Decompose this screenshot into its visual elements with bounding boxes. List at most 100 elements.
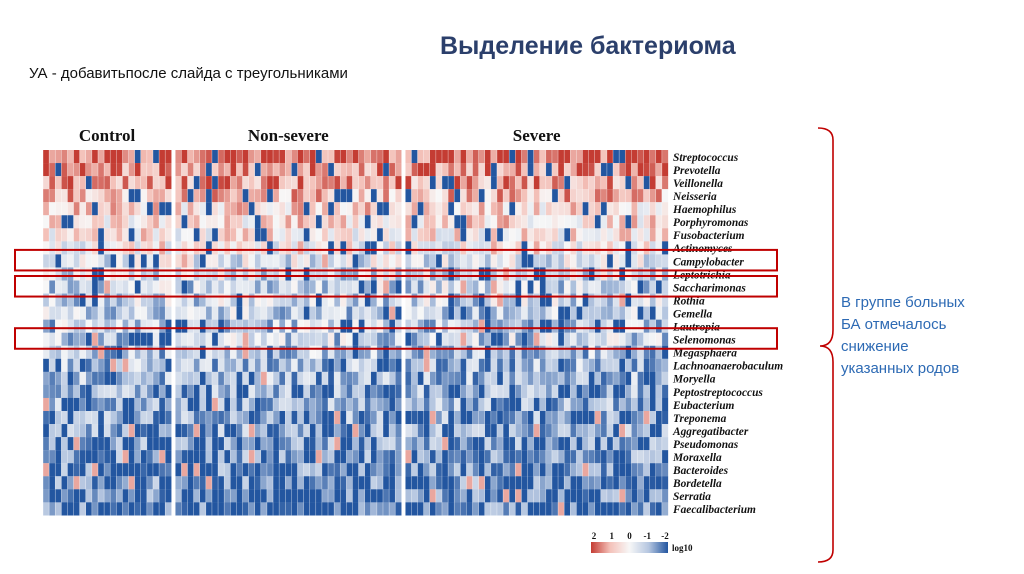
row-label: Campylobacter [673,256,744,268]
heatmap-cell [49,215,56,229]
heatmap-cell [128,267,135,281]
heatmap-cell [230,163,237,177]
heatmap-cell [73,437,80,451]
heatmap-cell [395,228,402,242]
heatmap-cell [441,345,449,359]
heatmap-cell [625,424,632,438]
heatmap-cell [551,411,559,425]
heatmap-cell [389,280,396,294]
heatmap-cell [466,150,473,164]
heatmap-cell [73,450,80,464]
heatmap-cell [85,202,93,216]
heatmap-cell [619,319,626,333]
heatmap-cell [224,437,231,451]
heatmap-cell [291,450,298,464]
heatmap-cell [181,489,188,503]
heatmap-cell [631,450,638,464]
heatmap-cell [358,476,365,490]
heatmap-cell [405,267,412,281]
heatmap-cell [527,371,534,385]
heatmap-cell [266,384,274,399]
heatmap-cell [521,293,528,307]
heatmap-cell [152,319,160,333]
heatmap-cell [429,358,437,372]
heatmap-cell [435,228,443,242]
heatmap-cell [631,397,638,412]
heatmap-cell [606,384,614,399]
heatmap-cell [370,463,378,477]
heatmap-cell [564,463,571,477]
heatmap-cell [346,293,353,307]
heatmap-cell [273,345,280,359]
heatmap-cell [248,163,255,177]
heatmap-cell [613,424,620,438]
heatmap-cell [515,293,522,307]
heatmap-cell [91,176,99,190]
heatmap-cell [49,502,56,516]
heatmap-cell [564,437,571,451]
heatmap-cell [539,150,546,164]
heatmap-cell [134,280,141,294]
heatmap-cell [588,450,595,464]
heatmap-cell [503,358,510,372]
heatmap-cell [460,358,467,372]
heatmap-cell [539,215,546,229]
heatmap-cell [285,202,292,216]
heatmap-cell [429,176,437,190]
heatmap-cell [533,489,540,503]
heatmap-cell [649,176,656,190]
heatmap-cell [285,241,292,255]
heatmap-cell [266,489,274,503]
heatmap-cell [521,176,528,190]
heatmap-cell [134,437,141,451]
heatmap-cell [496,397,504,412]
heatmap-cell [334,150,341,164]
heatmap-cell [625,241,632,255]
heatmap-cell [613,332,620,346]
heatmap-cell [460,163,467,177]
heatmap-cell [460,254,467,268]
heatmap-cell [279,150,286,164]
heatmap-cell [411,189,418,203]
heatmap-cell [649,502,656,516]
heatmap-cell [175,228,182,242]
heatmap-cell [297,450,304,464]
heatmap-cell [205,476,213,490]
heatmap-cell [637,280,644,294]
heatmap-cell [73,345,80,359]
heatmap-cell [631,476,638,490]
heatmap-cell [358,397,365,412]
heatmap-cell [376,411,384,425]
heatmap-cell [236,189,243,203]
heatmap-cell [211,267,219,281]
heatmap-cell [116,150,123,164]
heatmap-cell [460,293,467,307]
heatmap-cell [49,345,56,359]
heatmap-cell [230,411,237,425]
heatmap-cell [181,319,188,333]
heatmap-cell [165,202,172,216]
heatmap-cell [411,267,418,281]
heatmap-cell [248,254,255,268]
heatmap-cell [230,150,237,164]
heatmap-cell [334,228,341,242]
heatmap-cell [193,254,200,268]
heatmap-cell [594,371,601,385]
heatmap-cell [539,306,546,320]
heatmap-cell [110,202,117,216]
heatmap-cell [242,280,249,294]
heatmap-cell [328,450,335,464]
heatmap-cell [631,463,638,477]
heatmap-cell [484,384,491,399]
heatmap-cell [242,384,249,399]
heatmap-cell [193,450,200,464]
heatmap-cell [364,358,371,372]
heatmap-cell [248,345,255,359]
heatmap-cell [205,215,213,229]
heatmap-cell [472,476,479,490]
heatmap-cell [661,411,669,425]
heatmap-cell [521,450,528,464]
heatmap-cell [291,306,298,320]
heatmap-cell [285,358,292,372]
heatmap-cell [49,411,56,425]
